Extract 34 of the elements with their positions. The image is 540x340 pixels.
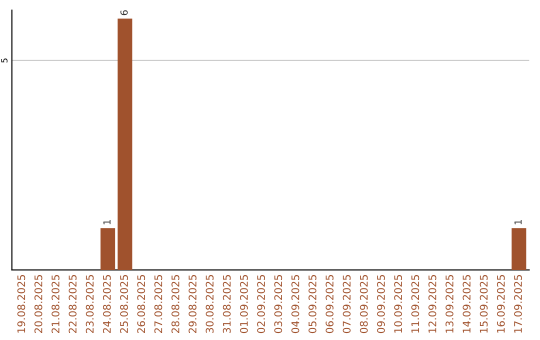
x-tick-label: 19.08.2025 xyxy=(17,275,26,333)
x-tick-label: 06.09.2025 xyxy=(326,275,334,334)
x-tick-label: 27.08.2025 xyxy=(154,275,162,334)
x-tick-label: 11.09.2025 xyxy=(411,275,420,333)
x-tick-label: 30.08.2025 xyxy=(206,275,214,333)
x-tick-label: 24.08.2025 xyxy=(102,275,111,334)
data-label: 1 xyxy=(103,220,110,224)
x-tick-label: 29.08.2025 xyxy=(188,275,196,334)
x-tick-label: 22.08.2025 xyxy=(68,275,77,334)
x-tick-label: 12.09.2025 xyxy=(428,275,436,333)
x-tick-label: 08.09.2025 xyxy=(360,275,368,334)
x-tick-label: 21.08.2025 xyxy=(52,275,60,334)
x-tick-label: 10.09.2025 xyxy=(394,275,402,333)
x-tick-label: 03.09.2025 xyxy=(274,275,282,334)
x-tick-label: 28.08.2025 xyxy=(171,275,180,334)
x-tick-label: 05.09.2025 xyxy=(308,275,316,334)
data-label: 1 xyxy=(514,220,522,224)
x-tick-label: 04.09.2025 xyxy=(291,275,300,334)
x-tick-label: 16.09.2025 xyxy=(496,275,505,333)
x-tick-label: 20.08.2025 xyxy=(34,275,42,334)
data-label: 6 xyxy=(120,10,128,16)
x-tick-label: 26.08.2025 xyxy=(137,275,146,334)
x-tick-label: 01.09.2025 xyxy=(240,275,248,334)
x-tick-label: 23.08.2025 xyxy=(86,275,94,334)
x-tick-label: 02.09.2025 xyxy=(257,275,265,334)
x-tick-label: 15.09.2025 xyxy=(480,275,488,333)
x-tick-label: 25.08.2025 xyxy=(120,275,128,334)
x-tick-label: 31.08.2025 xyxy=(222,275,231,333)
x-tick-label: 07.09.2025 xyxy=(342,275,351,334)
x-tick-label: 09.09.2025 xyxy=(377,275,385,334)
y-tick-label: 5 xyxy=(1,58,8,62)
x-tick-label: 17.09.2025 xyxy=(514,275,522,333)
x-tick-label: 14.09.2025 xyxy=(462,275,471,333)
x-tick-label: 13.09.2025 xyxy=(446,275,454,333)
